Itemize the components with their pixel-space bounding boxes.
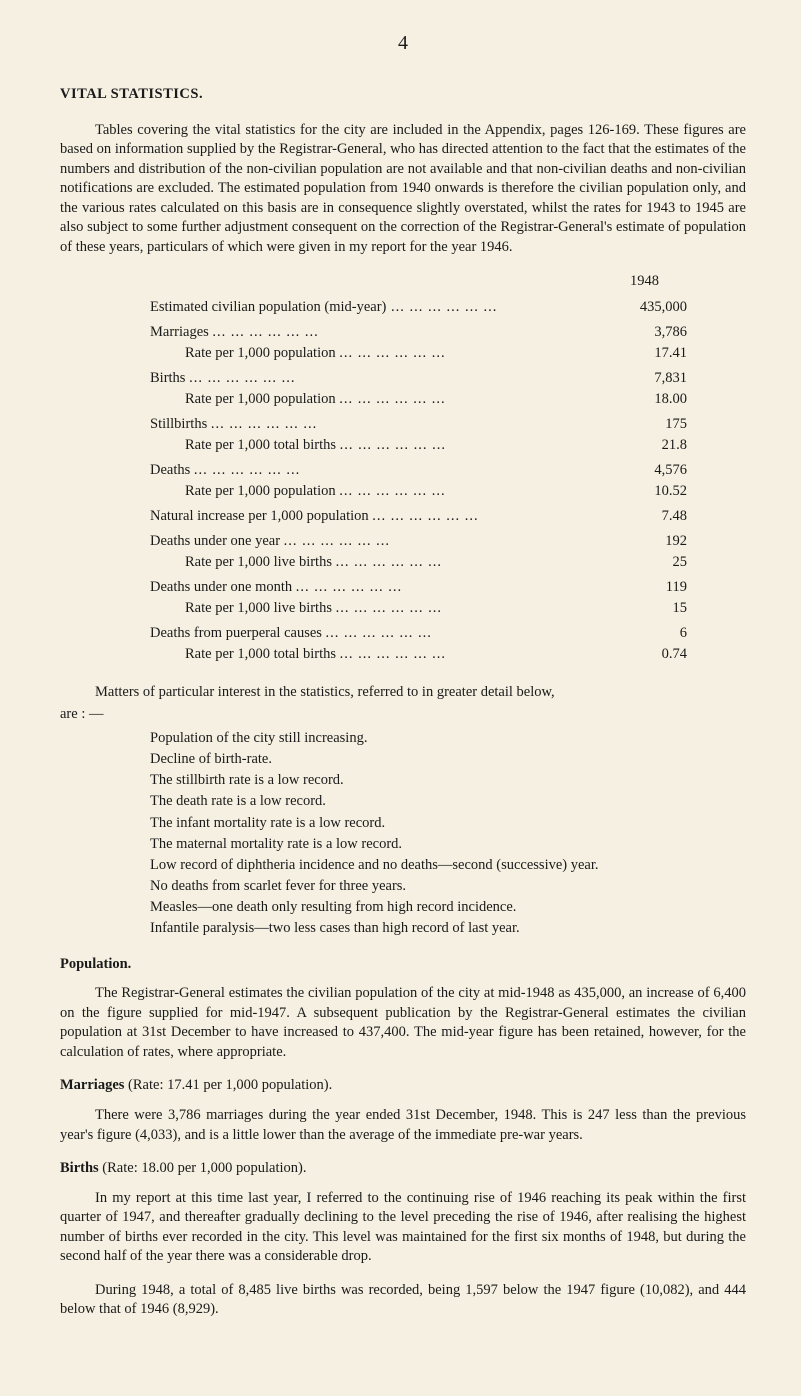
section-paragraph: During 1948, a total of 8,485 live birth… [60, 1281, 746, 1320]
stat-rate-label: Rate per 1,000 total births [150, 435, 605, 456]
stat-rate-row: Rate per 1,000 population 10.52 [150, 481, 695, 502]
stat-label: Estimated civilian population (mid-year) [150, 297, 605, 318]
stat-rate-label: Rate per 1,000 live births [150, 598, 605, 619]
stat-row: Natural increase per 1,000 population 7.… [150, 506, 695, 527]
stat-group: Estimated civilian population (mid-year)… [150, 297, 695, 318]
intro-paragraph: Tables covering the vital statistics for… [60, 121, 746, 258]
stat-value: 7.48 [605, 506, 695, 527]
stat-value: 119 [605, 577, 695, 598]
bullet-item: Infantile paralysis—two less cases than … [150, 918, 746, 939]
stat-rate-row: Rate per 1,000 live births 15 [150, 598, 695, 619]
stat-row: Deaths under one year 192 [150, 531, 695, 552]
stat-rate-row: Rate per 1,000 population 18.00 [150, 389, 695, 410]
subsection-title: Population. [60, 956, 131, 972]
bullet-item: The death rate is a low record. [150, 791, 746, 812]
stat-rate-label: Rate per 1,000 population [150, 389, 605, 410]
stat-label: Deaths under one year [150, 531, 605, 552]
matters-intro: Matters of particular interest in the st… [60, 683, 746, 703]
stat-value: 192 [605, 531, 695, 552]
stat-row: Births 7,831 [150, 368, 695, 389]
bullet-item: The stillbirth rate is a low record. [150, 770, 746, 791]
stat-value: 175 [605, 414, 695, 435]
stat-group: Natural increase per 1,000 population 7.… [150, 506, 695, 527]
stat-row: Estimated civilian population (mid-year)… [150, 297, 695, 318]
stat-row: Stillbirths 175 [150, 414, 695, 435]
stat-rate-value: 21.8 [605, 435, 695, 456]
main-title: VITAL STATISTICS. [60, 85, 746, 105]
stat-row: Deaths from puerperal causes 6 [150, 623, 695, 644]
stat-rate-label: Rate per 1,000 population [150, 343, 605, 364]
subsection-rate-text: (Rate: 18.00 per 1,000 population). [99, 1160, 307, 1176]
stat-value: 6 [605, 623, 695, 644]
stat-value: 3,786 [605, 322, 695, 343]
subsection-rate-text: (Rate: 17.41 per 1,000 population). [124, 1077, 332, 1093]
stat-rate-row: Rate per 1,000 live births 25 [150, 552, 695, 573]
stats-table: 1948 Estimated civilian population (mid-… [150, 272, 695, 666]
bullet-item: Measles—one death only resulting from hi… [150, 897, 746, 918]
year-header: 1948 [150, 272, 695, 292]
stat-group: Marriages 3,786Rate per 1,000 population… [150, 322, 695, 364]
stat-group: Deaths 4,576Rate per 1,000 population 10… [150, 460, 695, 502]
stat-row: Deaths 4,576 [150, 460, 695, 481]
subsection-heading: Births (Rate: 18.00 per 1,000 population… [60, 1159, 746, 1179]
stat-row: Deaths under one month 119 [150, 577, 695, 598]
stat-group: Deaths under one year 192Rate per 1,000 … [150, 531, 695, 573]
are-line: are : — [60, 705, 746, 725]
bullet-item: Decline of birth-rate. [150, 749, 746, 770]
stat-rate-label: Rate per 1,000 live births [150, 552, 605, 573]
page-number: 4 [60, 30, 746, 57]
stat-label: Natural increase per 1,000 population [150, 506, 605, 527]
stat-rate-label: Rate per 1,000 population [150, 481, 605, 502]
stat-rate-value: 15 [605, 598, 695, 619]
section-paragraph: There were 3,786 marriages during the ye… [60, 1106, 746, 1145]
stat-rate-value: 17.41 [605, 343, 695, 364]
stat-group: Stillbirths 175Rate per 1,000 total birt… [150, 414, 695, 456]
bullet-item: Low record of diphtheria incidence and n… [150, 855, 746, 876]
stat-label: Marriages [150, 322, 605, 343]
stat-rate-value: 25 [605, 552, 695, 573]
stat-value: 435,000 [605, 297, 695, 318]
stat-label: Stillbirths [150, 414, 605, 435]
bullet-item: No deaths from scarlet fever for three y… [150, 876, 746, 897]
stat-row: Marriages 3,786 [150, 322, 695, 343]
stat-label: Births [150, 368, 605, 389]
stat-label: Deaths from puerperal causes [150, 623, 605, 644]
stat-label: Deaths under one month [150, 577, 605, 598]
subsection-heading: Marriages (Rate: 17.41 per 1,000 populat… [60, 1076, 746, 1096]
bullet-item: Population of the city still increasing. [150, 728, 746, 749]
stat-rate-label: Rate per 1,000 total births [150, 644, 605, 665]
bullet-item: The infant mortality rate is a low recor… [150, 813, 746, 834]
stat-label: Deaths [150, 460, 605, 481]
stat-value: 7,831 [605, 368, 695, 389]
stat-group: Births 7,831Rate per 1,000 population 18… [150, 368, 695, 410]
stat-group: Deaths from puerperal causes 6Rate per 1… [150, 623, 695, 665]
section-paragraph: In my report at this time last year, I r… [60, 1189, 746, 1267]
stat-rate-row: Rate per 1,000 total births 0.74 [150, 644, 695, 665]
stat-value: 4,576 [605, 460, 695, 481]
stat-rate-value: 0.74 [605, 644, 695, 665]
stat-rate-row: Rate per 1,000 population 17.41 [150, 343, 695, 364]
subsection-title: Marriages [60, 1077, 124, 1093]
bullet-list: Population of the city still increasing.… [150, 728, 746, 938]
bullet-item: The maternal mortality rate is a low rec… [150, 834, 746, 855]
stat-group: Deaths under one month 119Rate per 1,000… [150, 577, 695, 619]
stat-rate-value: 18.00 [605, 389, 695, 410]
subsection-title: Births [60, 1160, 99, 1176]
stat-rate-value: 10.52 [605, 481, 695, 502]
section-paragraph: The Registrar-General estimates the civi… [60, 984, 746, 1062]
subsection-heading: Population. [60, 955, 746, 975]
stat-rate-row: Rate per 1,000 total births 21.8 [150, 435, 695, 456]
